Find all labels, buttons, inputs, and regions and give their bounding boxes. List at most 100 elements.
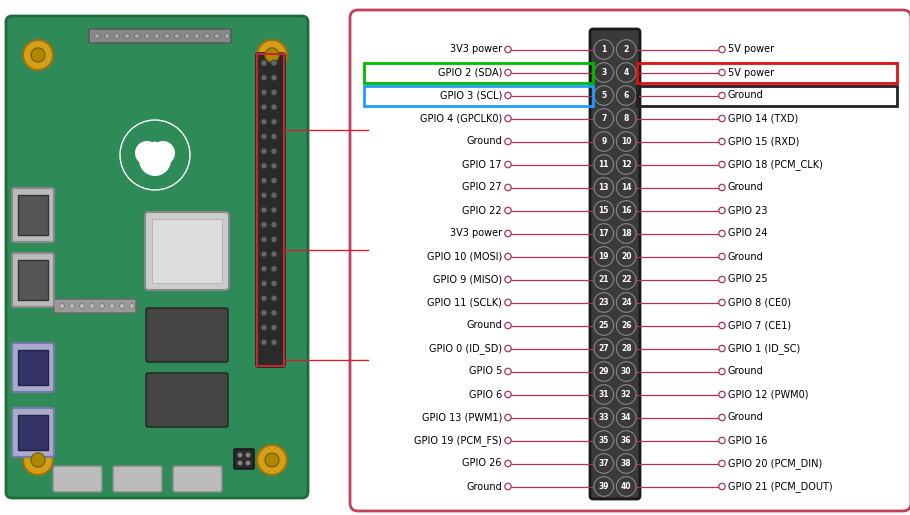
Text: GPIO 18 (PCM_CLK): GPIO 18 (PCM_CLK): [728, 159, 823, 170]
Circle shape: [150, 144, 160, 154]
Text: 33: 33: [599, 413, 609, 422]
Circle shape: [594, 63, 613, 82]
FancyBboxPatch shape: [89, 29, 231, 43]
Text: 31: 31: [599, 390, 609, 399]
Circle shape: [261, 133, 267, 140]
FancyBboxPatch shape: [590, 29, 640, 499]
Circle shape: [505, 253, 511, 260]
Circle shape: [79, 303, 85, 308]
Circle shape: [505, 299, 511, 306]
Circle shape: [505, 277, 511, 283]
Circle shape: [261, 310, 267, 316]
FancyBboxPatch shape: [146, 373, 228, 427]
Text: GPIO 10 (MOSI): GPIO 10 (MOSI): [427, 251, 502, 262]
Text: 40: 40: [621, 482, 632, 491]
Text: 13: 13: [599, 183, 609, 192]
Text: GPIO 5: GPIO 5: [469, 367, 502, 376]
Circle shape: [616, 408, 636, 427]
Circle shape: [150, 142, 160, 151]
Text: GPIO 11 (SCLK): GPIO 11 (SCLK): [427, 298, 502, 307]
FancyBboxPatch shape: [256, 53, 285, 367]
Circle shape: [594, 431, 613, 450]
Text: GPIO 13 (PWM1): GPIO 13 (PWM1): [421, 413, 502, 422]
Circle shape: [271, 163, 277, 169]
Circle shape: [719, 414, 725, 421]
FancyBboxPatch shape: [234, 449, 254, 469]
Circle shape: [271, 119, 277, 125]
Text: 39: 39: [599, 482, 609, 491]
Circle shape: [271, 281, 277, 286]
Circle shape: [261, 148, 267, 154]
Text: 3V3 power: 3V3 power: [450, 229, 502, 238]
Circle shape: [155, 33, 159, 39]
Text: 18: 18: [621, 229, 632, 238]
Circle shape: [594, 154, 613, 174]
Text: 35: 35: [599, 436, 609, 445]
Bar: [364, 85, 593, 106]
FancyBboxPatch shape: [146, 308, 228, 362]
Text: 14: 14: [621, 183, 632, 192]
Circle shape: [271, 339, 277, 345]
Circle shape: [246, 460, 250, 466]
Circle shape: [594, 40, 613, 59]
Circle shape: [505, 368, 511, 375]
Circle shape: [135, 33, 139, 39]
FancyBboxPatch shape: [12, 253, 54, 307]
Circle shape: [594, 270, 613, 289]
Circle shape: [153, 145, 163, 155]
Text: 1: 1: [602, 45, 606, 54]
Circle shape: [594, 385, 613, 404]
Circle shape: [261, 339, 267, 345]
Text: GPIO 26: GPIO 26: [462, 458, 502, 469]
Circle shape: [119, 303, 125, 308]
FancyBboxPatch shape: [54, 299, 136, 313]
Circle shape: [719, 184, 725, 191]
Circle shape: [719, 391, 725, 398]
Circle shape: [105, 33, 109, 39]
Circle shape: [505, 70, 511, 76]
Text: 27: 27: [599, 344, 609, 353]
Circle shape: [215, 33, 219, 39]
Circle shape: [261, 236, 267, 243]
Circle shape: [246, 453, 250, 457]
Circle shape: [719, 46, 725, 53]
Circle shape: [271, 324, 277, 331]
Circle shape: [145, 33, 149, 39]
Circle shape: [261, 192, 267, 198]
Bar: [637, 62, 897, 82]
FancyBboxPatch shape: [18, 415, 48, 450]
Circle shape: [175, 33, 179, 39]
Circle shape: [95, 33, 99, 39]
Circle shape: [616, 477, 636, 496]
Text: 3V3 power: 3V3 power: [450, 44, 502, 55]
Text: 7: 7: [602, 114, 606, 123]
Text: GPIO 2 (SDA): GPIO 2 (SDA): [438, 67, 502, 77]
Text: GPIO 4 (GPCLK0): GPIO 4 (GPCLK0): [420, 113, 502, 124]
Circle shape: [719, 208, 725, 214]
Text: 11: 11: [599, 160, 609, 169]
FancyBboxPatch shape: [18, 350, 48, 385]
Circle shape: [109, 303, 115, 308]
Circle shape: [261, 178, 267, 184]
Text: 21: 21: [599, 275, 609, 284]
Text: 24: 24: [621, 298, 632, 307]
Text: GPIO 1 (ID_SC): GPIO 1 (ID_SC): [728, 343, 800, 354]
Circle shape: [616, 385, 636, 404]
Circle shape: [719, 322, 725, 329]
Text: 4: 4: [623, 68, 629, 77]
Circle shape: [616, 63, 636, 82]
Circle shape: [594, 362, 613, 381]
Text: 22: 22: [621, 275, 632, 284]
Circle shape: [616, 178, 636, 197]
Circle shape: [505, 322, 511, 329]
Circle shape: [165, 33, 169, 39]
Circle shape: [616, 154, 636, 174]
Circle shape: [719, 92, 725, 99]
Bar: [637, 85, 897, 106]
Circle shape: [23, 445, 53, 475]
Circle shape: [616, 224, 636, 243]
Circle shape: [271, 104, 277, 110]
Circle shape: [261, 90, 267, 95]
Circle shape: [143, 146, 153, 156]
Circle shape: [31, 48, 45, 62]
